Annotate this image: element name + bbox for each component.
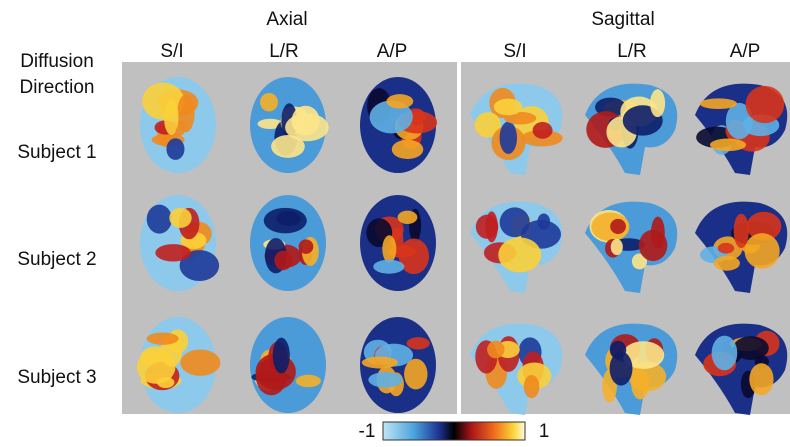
brain-region	[274, 251, 292, 271]
brain-region	[362, 357, 398, 369]
brain-region	[611, 239, 623, 255]
brain-region	[639, 230, 667, 261]
group-label: Sagittal	[591, 9, 654, 30]
brain-region	[734, 214, 749, 248]
brain-region	[712, 336, 738, 371]
brain-region	[718, 243, 735, 254]
brain-region	[700, 98, 737, 109]
brain-region	[164, 99, 179, 135]
brain-region	[392, 140, 423, 159]
row-label: Subject 2	[17, 249, 96, 270]
brain-region	[166, 138, 184, 160]
brain-region	[177, 95, 194, 133]
brain-region	[500, 122, 517, 154]
column-label: L/R	[269, 41, 299, 62]
brain-region	[147, 332, 179, 344]
brain-region	[404, 359, 427, 390]
column-label: S/I	[503, 41, 526, 62]
brain-region	[487, 341, 504, 359]
row-header: Diffusion	[20, 51, 94, 72]
brain-region	[746, 86, 785, 123]
brain-region	[296, 375, 321, 387]
group-label: Axial	[266, 9, 307, 30]
brain-region	[273, 338, 290, 374]
brain-region	[749, 363, 773, 395]
brain-region	[382, 235, 396, 263]
brain-region	[631, 368, 649, 399]
brain-region	[524, 375, 540, 398]
brain-region	[285, 113, 329, 141]
brain-region	[180, 349, 220, 375]
row-header: Direction	[20, 77, 95, 98]
brain-region	[276, 211, 300, 226]
column-label: A/P	[730, 41, 761, 62]
brain-region	[260, 93, 278, 112]
colorbar-min: -1	[359, 421, 376, 442]
colorbar	[383, 422, 525, 440]
column-label: A/P	[377, 41, 408, 62]
brain-region	[745, 233, 780, 269]
brain-region	[368, 372, 402, 388]
brain-region	[650, 89, 665, 117]
column-label: S/I	[160, 41, 183, 62]
brain-region	[610, 219, 626, 234]
brain-region	[155, 244, 191, 261]
row-label: Subject 3	[17, 367, 96, 388]
brain-region	[169, 208, 191, 228]
brain-region	[494, 99, 523, 116]
brain-region	[386, 94, 413, 108]
brain-region	[498, 237, 541, 272]
brain-region	[610, 341, 626, 359]
row-label: Subject 1	[17, 142, 96, 163]
brain-region	[299, 239, 314, 254]
figure: -1 1 Axial Sagittal Diffusion Direction …	[0, 0, 790, 447]
brain-region	[373, 260, 404, 274]
brain-region	[398, 211, 418, 224]
brain-region	[407, 337, 430, 349]
brain-region	[710, 138, 746, 151]
brain-region	[714, 256, 740, 271]
brain-region	[476, 215, 498, 239]
brain-region	[533, 122, 553, 139]
brain-region	[147, 205, 172, 234]
colorbar-max: 1	[539, 421, 550, 442]
column-label: L/R	[617, 41, 647, 62]
